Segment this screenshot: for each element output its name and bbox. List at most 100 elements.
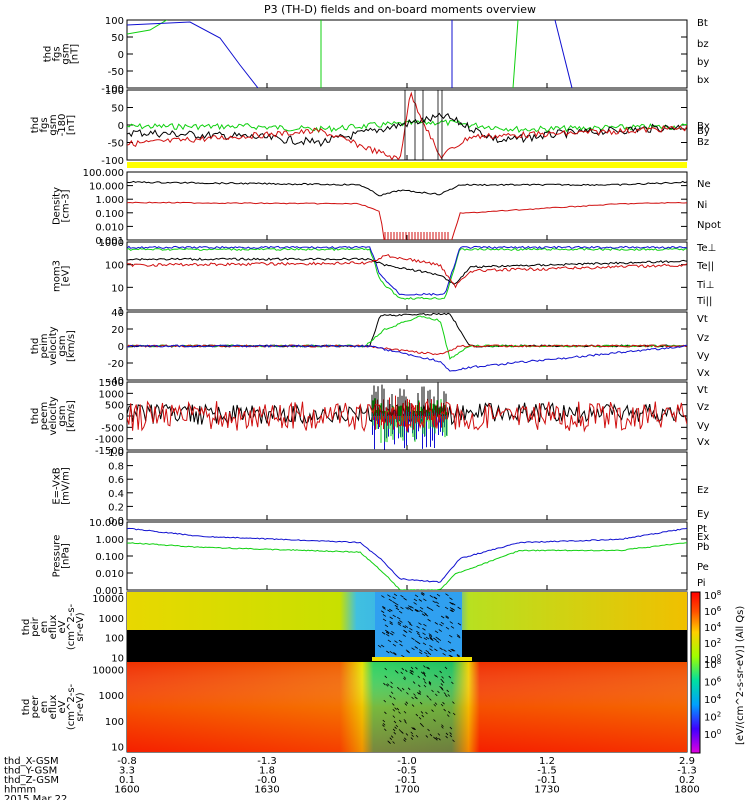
legend-peim-Vt: Vt: [697, 314, 708, 325]
peer-noise: [440, 703, 444, 707]
legend-fgs-bx: bx: [697, 75, 709, 86]
peir-noise: [384, 629, 389, 633]
peir-noise: [457, 635, 461, 639]
peer-noise: [383, 699, 387, 703]
peer-noise: [410, 672, 414, 675]
peir-noise: [385, 631, 390, 635]
peer-noise: [447, 710, 451, 714]
peer-noise: [393, 720, 397, 724]
peer-noise: [452, 739, 455, 743]
peer-noise: [415, 734, 419, 738]
peer-noise: [449, 732, 452, 735]
footer-value: 1700: [394, 785, 419, 796]
y-tick-label: -1500: [95, 446, 124, 457]
series-peem-Vz: [127, 400, 687, 433]
peer-noise: [431, 709, 434, 712]
peir-noise: [408, 605, 412, 608]
peer-noise: [403, 739, 406, 742]
footer-value: -0.8: [117, 756, 137, 767]
legend-temp-Ti⊥: Ti⊥: [696, 280, 714, 291]
peer-noise: [445, 732, 449, 736]
peir-noise: [448, 649, 452, 653]
peir-noise: [429, 644, 433, 648]
y-axis-label-line: eV: [57, 700, 68, 713]
y-axis-label-line: Pressure: [52, 535, 63, 578]
y-axis-label-line: -180: [57, 114, 68, 137]
footer-value: -1.3: [257, 756, 277, 767]
peer-noise: [435, 736, 439, 740]
panel-frame: [126, 451, 688, 521]
y-axis-label-line: Density: [52, 187, 63, 225]
peir-noise: [423, 623, 427, 627]
peer-noise: [452, 701, 455, 704]
legend-efield-Ex: Ex: [697, 532, 709, 543]
y-tick-label: 10: [111, 283, 124, 294]
peir-noise: [450, 648, 454, 652]
peir-noise: [445, 593, 449, 596]
legend-pressure-Pt: Pt: [697, 524, 707, 535]
peer-noise: [418, 716, 422, 720]
y-axis-label-line: eflux: [48, 695, 59, 720]
peir-noise: [405, 649, 410, 653]
peir-noise: [429, 595, 434, 598]
peer-noise: [445, 694, 448, 698]
peir-noise: [423, 598, 427, 602]
peer-noise: [437, 690, 440, 694]
peir-noise: [399, 620, 403, 623]
peir-noise: [440, 615, 445, 619]
series-peim-Vy: [127, 315, 687, 360]
y-axis-label-line: thd: [21, 619, 32, 636]
y-axis-label-line: thd: [30, 408, 41, 425]
peer-noise: [405, 701, 409, 704]
series-fgs-by2: [512, 20, 519, 88]
peir-noise: [452, 602, 456, 606]
peir-noise: [427, 652, 432, 655]
peir-noise: [382, 614, 387, 617]
footer-value: -1.5: [537, 766, 557, 777]
peer-noise: [434, 702, 438, 705]
series-pressure-Pi: [127, 527, 687, 584]
peer-noise: [439, 670, 442, 674]
y-axis-label-line: [nPa]: [61, 543, 72, 569]
y-axis-label-line: peim: [39, 333, 50, 358]
peer-noise: [433, 703, 437, 707]
peer-noise: [389, 737, 393, 740]
peir-noise: [414, 640, 419, 643]
peir-noise: [381, 595, 385, 598]
colorbar-tick-peir: 108: [704, 589, 721, 602]
peer-noise: [396, 707, 400, 711]
panel-density: 100.000 10.000 1.000 0.100 0.010 0.001 Density…: [52, 168, 721, 247]
legend-efield-Ey: Ey: [697, 509, 709, 520]
footer-value: 3.3: [119, 766, 135, 777]
peer-noise: [406, 692, 409, 695]
peir-noise: [387, 594, 391, 598]
peer-noise: [392, 728, 396, 732]
y-axis-label-line: E=-VxB: [52, 467, 63, 504]
peer-noise: [392, 708, 396, 712]
peer-noise: [394, 707, 397, 710]
y-tick-label: 0: [118, 50, 124, 61]
peer-noise: [400, 731, 404, 734]
y-axis-label-line: [nT]: [66, 115, 77, 135]
peir-noise: [419, 609, 423, 613]
peer-noise: [426, 666, 429, 670]
peer-noise: [435, 738, 438, 741]
legend-peem-Vx: Vx: [697, 437, 710, 448]
peer-noise: [410, 737, 414, 740]
y-tick-label: 1000: [99, 614, 124, 625]
peir-noise: [449, 607, 454, 610]
time-axis-footer: thd_X-GSM -0.8 -1.3 -1.0 1.2 2.9 thd_Y-GSM 3.3 1…: [4, 756, 700, 800]
y-tick-label: -50: [108, 67, 124, 78]
peir-noise: [450, 609, 455, 612]
peir-noise: [420, 593, 425, 596]
panel-fgs_lim-data: [127, 90, 687, 160]
peer-noise: [403, 737, 407, 741]
y-tick-label: -20: [108, 359, 124, 370]
peer-noise: [421, 714, 425, 718]
y-axis-label-line: [mV/m]: [61, 467, 72, 505]
y-tick-label: 1000: [99, 691, 124, 702]
y-axis-label-line: (cm^2-s-: [66, 603, 77, 650]
peer-noise: [426, 695, 429, 698]
y-tick-label: 0.6: [108, 475, 124, 486]
